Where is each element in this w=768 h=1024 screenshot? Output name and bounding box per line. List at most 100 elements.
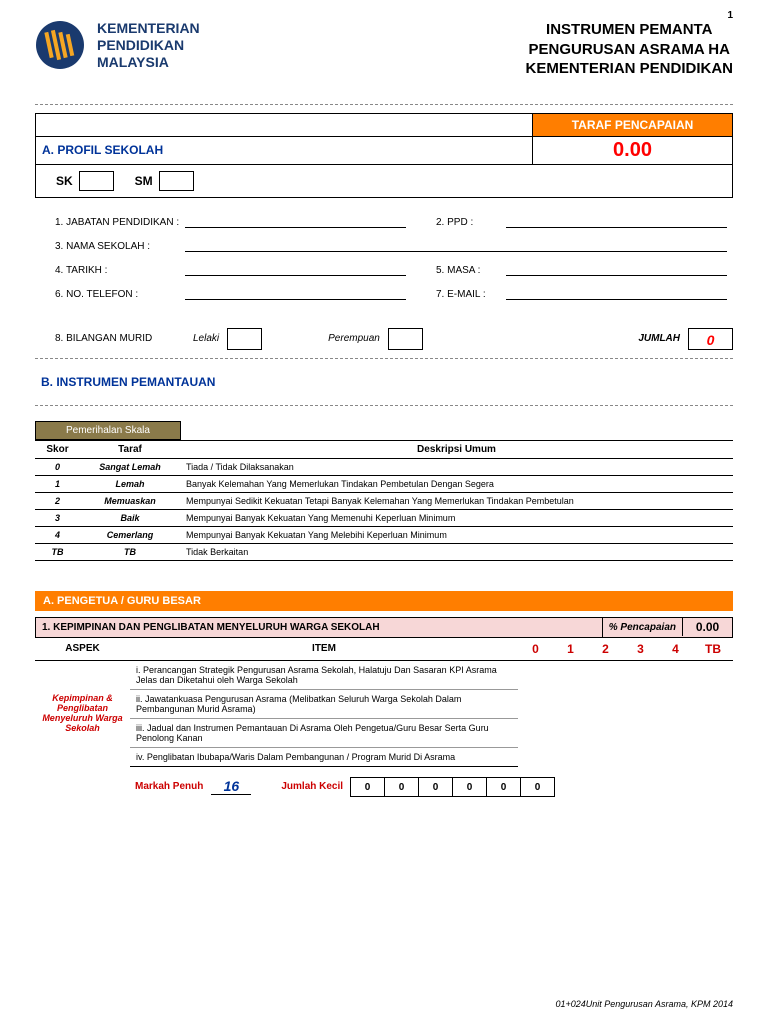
profile-fields: 1. JABATAN PENDIDIKAN : 2. PPD : 3. NAMA… (35, 198, 733, 316)
item-row: Kepimpinan & Penglibatan Menyeluruh Warg… (35, 660, 733, 689)
scale-skor: 4 (35, 526, 80, 543)
scale-skor: 3 (35, 509, 80, 526)
scale-taraf: Sangat Lemah (80, 458, 180, 475)
scale-skor: 0 (35, 458, 80, 475)
scale-row: 2MemuaskanMempunyai Sedikit Kekuatan Tet… (35, 492, 733, 509)
scale-desc: Tidak Berkaitan (180, 543, 733, 560)
perempuan-input[interactable] (388, 328, 423, 350)
scale-taraf: Lemah (80, 475, 180, 492)
pencapaian-value: 0.00 (682, 618, 732, 636)
ministry-logo (35, 20, 85, 70)
item-table: ASPEK ITEM 0 1 2 3 4 TB Kepimpinan & Pen… (35, 638, 733, 767)
col-skor: Skor (35, 440, 80, 458)
score-cell[interactable] (658, 660, 693, 766)
separator (35, 405, 733, 406)
field-label: 5. MASA : (436, 265, 506, 276)
scale-table: Skor Taraf Deskripsi Umum 0Sangat LemahT… (35, 440, 733, 561)
field-label: 4. TARIKH : (55, 265, 185, 276)
pencapaian-label: % Pencapaian (602, 618, 682, 637)
kepimpinan-bar: 1. KEPIMPINAN DAN PENGLIBATAN MENYELURUH… (35, 617, 733, 638)
scale-header: Pemerihalan Skala (35, 421, 181, 440)
score-cell[interactable] (553, 660, 588, 766)
field-label: 1. JABATAN PENDIDIKAN : (55, 217, 185, 228)
footer: 01+024Unit Pengurusan Asrama, KPM 2014 (555, 999, 733, 1009)
scale-row: 0Sangat LemahTiada / Tidak Dilaksanakan (35, 458, 733, 475)
jk-box: 0 (486, 777, 521, 797)
taraf-label: TARAF PENCAPAIAN (532, 114, 732, 136)
scale-taraf: Memuaskan (80, 492, 180, 509)
score-cell[interactable] (518, 660, 553, 766)
ministry-line: MALAYSIA (97, 54, 200, 71)
field-label: 6. NO. TELEFON : (55, 289, 185, 300)
taraf-section: TARAF PENCAPAIAN A. PROFIL SEKOLAH 0.00 (35, 113, 733, 165)
jk-box: 0 (418, 777, 453, 797)
jumlah-kecil-boxes: 000000 (351, 777, 555, 797)
field-input[interactable] (185, 238, 727, 252)
section-a-title: A. PROFIL SEKOLAH (36, 137, 532, 164)
lelaki-input[interactable] (227, 328, 262, 350)
title-line: KEMENTERIAN PENDIDIKAN (525, 59, 733, 79)
field-input[interactable] (185, 286, 406, 300)
scale-skor: 2 (35, 492, 80, 509)
field-input[interactable] (185, 262, 406, 276)
score-cell[interactable] (623, 660, 658, 766)
col-2: 2 (588, 638, 623, 661)
markah-penuh-value: 16 (211, 778, 251, 795)
title-line: PENGURUSAN ASRAMA HA (525, 40, 733, 60)
col-desc: Deskripsi Umum (180, 440, 733, 458)
scale-row: 4CemerlangMempunyai Banyak Kekuatan Yang… (35, 526, 733, 543)
scale-row: 3BaikMempunyai Banyak Kekuatan Yang Meme… (35, 509, 733, 526)
sm-label: SM (135, 174, 153, 188)
field-label: 8. BILANGAN MURID (55, 333, 185, 344)
jk-box: 0 (452, 777, 487, 797)
scale-row: 1LemahBanyak Kelemahan Yang Memerlukan T… (35, 475, 733, 492)
field-label: 7. E-MAIL : (436, 289, 506, 300)
scale-desc: Mempunyai Banyak Kekuatan Yang Memenuhi … (180, 509, 733, 526)
header: KEMENTERIAN PENDIDIKAN MALAYSIA INSTRUME… (35, 20, 733, 79)
scale-skor: TB (35, 543, 80, 560)
taraf-value: 0.00 (532, 137, 732, 164)
sm-input[interactable] (159, 171, 194, 191)
col-0: 0 (518, 638, 553, 661)
item-text: ii. Jawatankuasa Pengurusan Asrama (Meli… (130, 689, 518, 718)
scale-desc: Banyak Kelemahan Yang Memerlukan Tindaka… (180, 475, 733, 492)
jumlah-label: JUMLAH (638, 333, 680, 344)
title-line: INSTRUMEN PEMANTA (525, 20, 733, 40)
separator (35, 358, 733, 359)
item-text: iv. Penglibatan Ibubapa/Waris Dalam Pemb… (130, 747, 518, 766)
ministry-line: KEMENTERIAN (97, 20, 200, 37)
scale-taraf: Cemerlang (80, 526, 180, 543)
section-b-title: B. INSTRUMEN PEMANTAUAN (35, 367, 733, 397)
jumlah-kecil-label: Jumlah Kecil (281, 781, 343, 792)
ministry-name: KEMENTERIAN PENDIDIKAN MALAYSIA (97, 20, 200, 70)
separator (35, 104, 733, 105)
field-input[interactable] (185, 214, 406, 228)
item-text: iii. Jadual dan Instrumen Pemantauan Di … (130, 718, 518, 747)
field-input[interactable] (506, 214, 727, 228)
sk-input[interactable] (79, 171, 114, 191)
col-3: 3 (623, 638, 658, 661)
col-aspek: ASPEK (35, 638, 130, 661)
kepimpinan-title: 1. KEPIMPINAN DAN PENGLIBATAN MENYELURUH… (36, 618, 602, 637)
jk-box: 0 (350, 777, 385, 797)
pengetua-bar: A. PENGETUA / GURU BESAR (35, 591, 733, 611)
scale-desc: Tiada / Tidak Dilaksanakan (180, 458, 733, 475)
score-cell[interactable] (693, 660, 733, 766)
totals-row: Markah Penuh 16 Jumlah Kecil 000000 (35, 777, 733, 797)
document-page: 1 KEMENTERIAN PENDIDIKAN MALAYSIA INSTRU… (0, 0, 768, 1024)
col-item: ITEM (130, 638, 518, 661)
page-number: 1 (727, 10, 733, 21)
aspek-cell: Kepimpinan & Penglibatan Menyeluruh Warg… (35, 660, 130, 766)
col-1: 1 (553, 638, 588, 661)
field-input[interactable] (506, 262, 727, 276)
col-4: 4 (658, 638, 693, 661)
scale-taraf: Baik (80, 509, 180, 526)
score-cell[interactable] (588, 660, 623, 766)
scale-taraf: TB (80, 543, 180, 560)
scale-row: TBTBTidak Berkaitan (35, 543, 733, 560)
item-text: i. Perancangan Strategik Pengurusan Asra… (130, 660, 518, 689)
field-input[interactable] (506, 286, 727, 300)
field-label: 3. NAMA SEKOLAH : (55, 241, 185, 252)
bilangan-row: 8. BILANGAN MURID Lelaki Perempuan JUMLA… (35, 328, 733, 350)
jumlah-value: 0 (688, 328, 733, 350)
